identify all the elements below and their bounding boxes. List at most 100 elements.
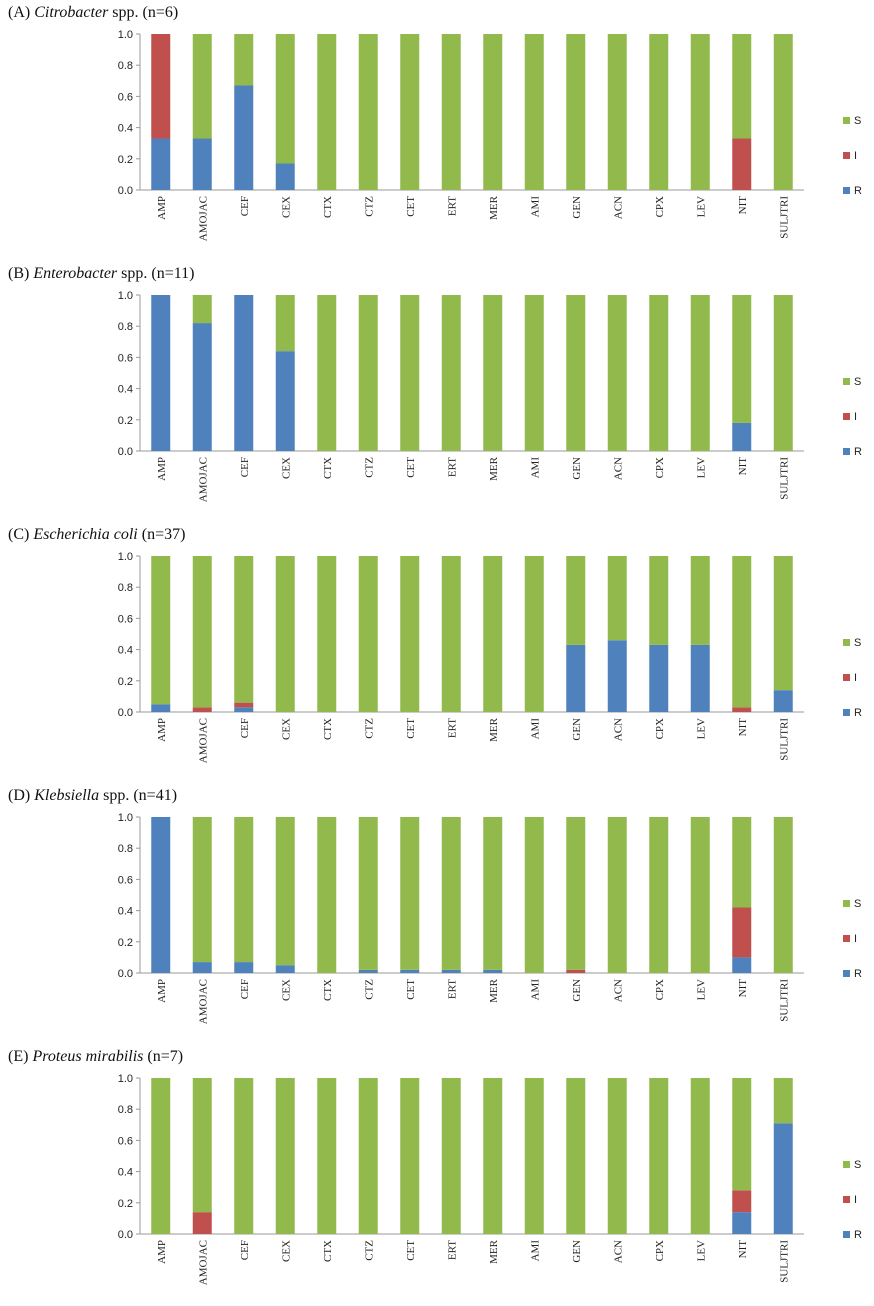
y-tick-label: 0.6 — [118, 1135, 133, 1147]
y-tick-label: 0.4 — [118, 1167, 133, 1179]
legend-label: I — [854, 933, 857, 945]
category-label: LEV — [695, 1240, 707, 1261]
bar-segment-r — [732, 422, 752, 451]
bar-segment-r — [483, 969, 503, 973]
sample-size: (n=37) — [137, 526, 186, 543]
category-label: SULJTRI — [778, 196, 790, 239]
bar-segment-s — [732, 34, 752, 139]
sample-size: spp. (n=6) — [108, 4, 179, 21]
bar-segment-s — [358, 817, 378, 970]
y-tick-label: 0.0 — [118, 968, 133, 980]
bar-segment-r — [151, 704, 171, 712]
bar-segment-s — [441, 556, 461, 712]
y-tick-label: 0.6 — [118, 352, 133, 364]
bar-segment-s — [649, 295, 669, 451]
category-label: AMI — [529, 718, 541, 740]
legend-label: S — [854, 376, 861, 388]
sample-size: (n=7) — [143, 1048, 184, 1065]
category-label: CTX — [322, 1240, 334, 1262]
y-tick-label: 1.0 — [118, 1073, 133, 1085]
category-label: CPX — [654, 1240, 666, 1261]
category-label: AMP — [156, 979, 168, 1003]
bar-segment-s — [649, 34, 669, 190]
category-label: CTX — [322, 718, 334, 740]
category-label: CTX — [322, 196, 334, 218]
bar-segment-s — [732, 817, 752, 908]
stacked-bar-chart: 0.0 0.2 0.4 0.6 0.8 1.0 AMP AMOJAC CEF CEX CTX CTZ C… — [118, 290, 862, 502]
legend-label: I — [854, 411, 857, 423]
legend-swatch-r — [843, 448, 850, 455]
bar-segment-r — [151, 295, 171, 451]
category-label: ACN — [612, 196, 624, 219]
legend-swatch-i — [843, 935, 850, 942]
bar-segment-s — [773, 34, 793, 190]
category-label: GEN — [571, 196, 583, 219]
bar-segment-i — [234, 702, 254, 708]
legend-label: R — [854, 446, 862, 458]
category-label: LEV — [695, 979, 707, 1000]
category-label: ACN — [612, 457, 624, 480]
bar-segment-s — [566, 34, 586, 190]
bar-segment-s — [358, 34, 378, 190]
category-label: SULJTRI — [778, 718, 790, 761]
category-label: MER — [488, 195, 500, 220]
bar-segment-r — [151, 138, 171, 190]
bar-segment-r — [234, 295, 254, 451]
bar-segment-r — [441, 969, 461, 973]
y-tick-label: 0.4 — [118, 384, 133, 396]
bar-segment-s — [400, 34, 420, 190]
category-label: SULJTRI — [778, 457, 790, 500]
bar-segment-s — [524, 34, 544, 190]
category-label: AMP — [156, 1240, 168, 1264]
bar-segment-s — [275, 817, 295, 966]
bar-segment-s — [607, 295, 627, 451]
panel-title: (A) Citrobacter spp. (n=6) — [8, 4, 178, 22]
legend-swatch-s — [843, 378, 850, 385]
category-label: ERT — [446, 457, 458, 477]
category-label: CEX — [280, 979, 292, 1001]
y-tick-label: 0.8 — [118, 843, 133, 855]
bar-segment-i — [151, 34, 171, 139]
bar-segment-s — [192, 817, 212, 963]
organism-name: Enterobacter — [33, 265, 118, 282]
bar-segment-s — [690, 295, 710, 451]
category-label: GEN — [571, 718, 583, 741]
panel-title: (C) Escherichia coli (n=37) — [8, 526, 185, 544]
bar-segment-s — [192, 1078, 212, 1213]
bar-segment-s — [358, 295, 378, 451]
y-tick-label: 0.4 — [118, 906, 133, 918]
bar-segment-r — [151, 817, 171, 973]
bar-segment-s — [649, 1078, 669, 1234]
category-label: MER — [488, 1239, 500, 1264]
category-label: CET — [405, 1240, 417, 1261]
organism-name: Klebsiella — [34, 787, 100, 804]
category-label: MER — [488, 978, 500, 1003]
bar-segment-i — [192, 707, 212, 712]
category-label: CEF — [239, 1240, 251, 1260]
legend-swatch-r — [843, 1231, 850, 1238]
y-tick-label: 1.0 — [118, 551, 133, 563]
bar-segment-s — [607, 1078, 627, 1234]
bar-segment-s — [483, 295, 503, 451]
bar-segment-s — [317, 556, 337, 712]
bar-segment-i — [732, 707, 752, 712]
bar-segment-r — [400, 969, 420, 973]
y-tick-label: 0.0 — [118, 446, 133, 458]
legend-label: S — [854, 898, 861, 910]
bar-segment-i — [192, 1212, 212, 1234]
category-label: ERT — [446, 979, 458, 999]
category-label: AMP — [156, 196, 168, 220]
bar-segment-s — [566, 556, 586, 645]
bar-segment-s — [607, 34, 627, 190]
stacked-bar-chart: 0.0 0.2 0.4 0.6 0.8 1.0 AMP AMOJAC CEF CEX CTX CTZ C… — [118, 812, 862, 1024]
legend-swatch-s — [843, 900, 850, 907]
bar-segment-s — [275, 34, 295, 164]
bar-segment-r — [358, 969, 378, 973]
y-tick-label: 1.0 — [118, 29, 133, 41]
bar-segment-s — [483, 34, 503, 190]
bar-segment-i — [566, 969, 586, 973]
bar-segment-s — [524, 556, 544, 712]
bar-segment-s — [400, 817, 420, 970]
category-label: CEX — [280, 718, 292, 740]
category-label: CET — [405, 718, 417, 739]
